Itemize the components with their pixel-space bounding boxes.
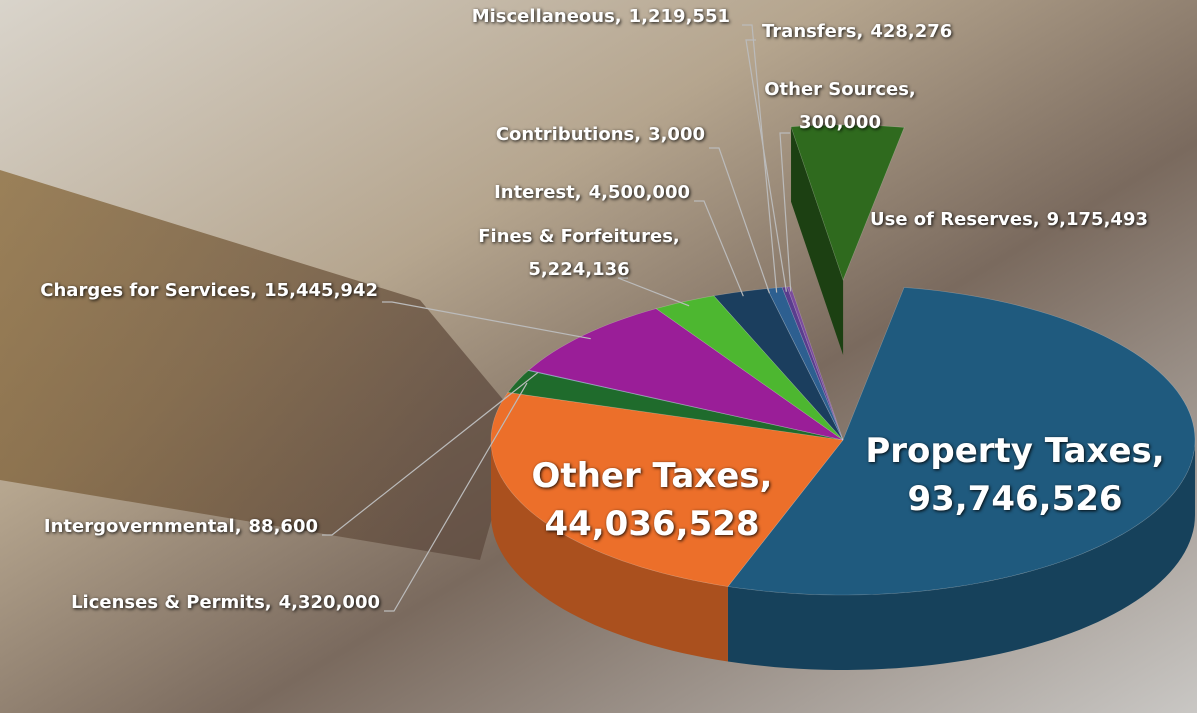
value-label: 15,445,942: [264, 280, 378, 301]
leader-line: [694, 200, 744, 297]
data-label: Intergovernmental, 88,600: [44, 516, 318, 537]
data-label: Fines & Forfeitures, 5,224,136: [478, 226, 680, 280]
slice-side: [791, 126, 844, 356]
value-label: 4,320,000: [279, 592, 380, 613]
data-label: Licenses & Permits, 4,320,000: [71, 592, 380, 613]
slice: [490, 392, 844, 587]
category-label: Miscellaneous,: [472, 6, 622, 27]
data-label: Charges for Services, 15,445,942: [40, 280, 378, 301]
leader-line: [745, 39, 787, 292]
category-label: Interest,: [494, 182, 582, 203]
category-label: Other Taxes,: [532, 456, 773, 496]
slice: [781, 286, 844, 441]
leader-line: [779, 132, 792, 292]
data-label: Property Taxes, 93,746,526: [865, 431, 1164, 519]
category-label: Licenses & Permits,: [71, 592, 272, 613]
leader-line: [384, 382, 528, 612]
value-label: 88,600: [249, 516, 318, 537]
slice: [790, 124, 905, 281]
category-label: Fines & Forfeitures,: [478, 226, 680, 247]
value-label: 300,000: [799, 112, 881, 133]
pencil-shape: [0, 170, 520, 560]
slice: [766, 286, 844, 441]
data-label: Other Sources, 300,000: [764, 79, 916, 133]
data-label: Interest, 4,500,000: [494, 182, 690, 203]
pie: [490, 124, 1196, 670]
leader-line: [322, 371, 539, 536]
leader-line: [742, 24, 778, 293]
data-label: Transfers, 428,276: [762, 21, 952, 42]
category-label: Intergovernmental,: [44, 516, 242, 537]
slice: [727, 287, 1196, 596]
slice: [528, 308, 844, 441]
labels: Property Taxes, 93,746,526 Other Taxes, 44,…: [40, 6, 1164, 613]
value-label: 9,175,493: [1047, 209, 1148, 230]
slice: [713, 288, 844, 441]
value-label: 1,219,551: [629, 6, 730, 27]
value-label: 93,746,526: [907, 479, 1122, 519]
slice-side: [491, 440, 728, 662]
slice: [507, 370, 844, 441]
category-label: Contributions,: [496, 124, 641, 145]
data-label: Other Taxes, 44,036,528: [532, 456, 773, 544]
leader-line: [382, 301, 591, 340]
category-label: Other Sources,: [764, 79, 916, 100]
data-label: Use of Reserves, 9,175,493: [870, 209, 1148, 230]
data-label: Miscellaneous, 1,219,551: [472, 6, 730, 27]
slice: [655, 295, 844, 441]
value-label: 44,036,528: [544, 504, 759, 544]
slice: [786, 286, 844, 441]
value-label: 428,276: [870, 21, 952, 42]
slice-side: [727, 440, 1195, 670]
leader-line: [709, 147, 771, 294]
category-label: Charges for Services,: [40, 280, 257, 301]
category-label: Transfers,: [762, 21, 863, 42]
value-label: 4,500,000: [589, 182, 690, 203]
leader-line: [617, 277, 690, 307]
value-label: 3,000: [648, 124, 705, 145]
category-label: Use of Reserves,: [870, 209, 1040, 230]
value-label: 5,224,136: [528, 259, 629, 280]
data-label: Contributions, 3,000: [496, 124, 705, 145]
category-label: Property Taxes,: [865, 431, 1164, 471]
